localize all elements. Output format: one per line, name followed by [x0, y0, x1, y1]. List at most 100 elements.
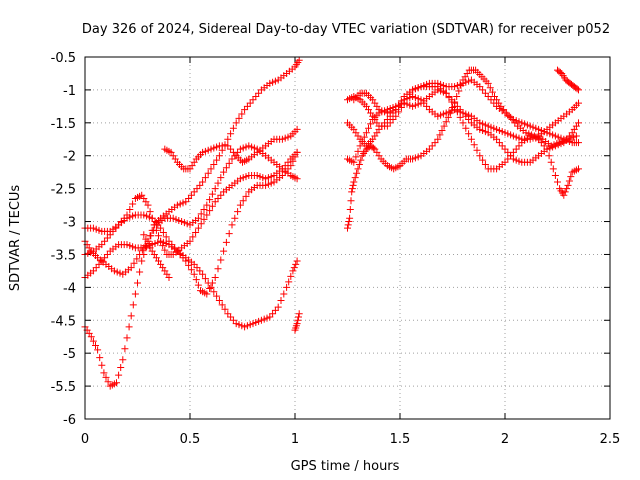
data-point	[213, 156, 221, 164]
data-point	[225, 230, 233, 238]
data-point	[221, 305, 229, 313]
data-point	[392, 106, 400, 114]
data-point	[208, 202, 216, 210]
data-point	[575, 165, 582, 173]
data-point	[575, 119, 582, 127]
data-point	[231, 214, 239, 222]
data-point	[129, 301, 137, 309]
series-track-n	[554, 66, 582, 94]
data-point	[146, 208, 154, 216]
data-point	[355, 161, 363, 169]
data-point	[131, 290, 139, 298]
data-point	[159, 229, 167, 237]
data-point	[440, 122, 448, 130]
data-point	[354, 147, 362, 155]
data-point	[119, 356, 127, 364]
data-point	[346, 205, 354, 213]
x-tick-label: 0	[81, 432, 89, 447]
data-point	[238, 110, 246, 118]
data-point	[462, 124, 470, 132]
data-point	[218, 301, 226, 309]
data-point	[573, 85, 581, 93]
data-point	[192, 276, 200, 284]
data-point	[194, 224, 202, 232]
data-point	[345, 218, 353, 226]
data-point	[203, 201, 211, 209]
x-tick-label: 2.5	[600, 432, 621, 447]
series-track-b	[81, 142, 301, 278]
data-point	[213, 292, 221, 300]
data-point	[560, 191, 568, 199]
data-point	[136, 268, 144, 276]
y-tick-label: -0.5	[51, 51, 76, 66]
data-point	[567, 173, 575, 181]
data-point	[129, 200, 137, 208]
data-point	[125, 323, 133, 331]
data-point	[94, 346, 102, 354]
data-point	[362, 129, 370, 137]
data-point	[204, 279, 212, 287]
y-tick-label: -3.5	[51, 248, 76, 263]
x-tick-label: 0.5	[180, 432, 201, 447]
data-point	[285, 278, 293, 286]
data-point	[117, 363, 125, 371]
data-point	[488, 88, 496, 96]
data-point	[144, 239, 152, 247]
data-point	[115, 371, 123, 379]
data-point	[127, 312, 135, 320]
data-point	[467, 135, 475, 143]
data-point	[214, 265, 222, 273]
data-point	[113, 379, 120, 387]
data-point	[96, 354, 104, 362]
series-track-e	[81, 237, 301, 331]
data-point	[121, 345, 129, 353]
y-tick-label: -4	[63, 281, 76, 296]
data-point	[138, 257, 146, 265]
data-point	[291, 153, 299, 161]
data-point	[346, 214, 354, 222]
x-tick-labels: 0 0.5 1 1.5 2 2.5	[81, 432, 620, 447]
data-point	[234, 208, 242, 216]
series-track-g	[140, 231, 173, 281]
data-point	[290, 264, 298, 272]
data-point	[293, 257, 301, 265]
series-track-f	[161, 125, 301, 173]
data-point	[470, 141, 478, 149]
data-point	[479, 156, 487, 164]
data-point	[92, 342, 99, 350]
data-point	[295, 310, 303, 318]
data-point	[214, 179, 222, 187]
data-point	[200, 205, 208, 213]
data-point	[222, 164, 230, 172]
data-point	[395, 101, 403, 109]
data-point	[365, 124, 372, 132]
data-point	[142, 235, 150, 243]
data-point	[199, 178, 207, 186]
data-point	[549, 165, 557, 173]
data-point	[104, 378, 112, 386]
data-point	[442, 118, 450, 126]
data-point	[206, 284, 214, 292]
data-point	[473, 146, 481, 154]
data-point	[481, 161, 489, 169]
data-point	[194, 281, 202, 289]
data-point	[197, 210, 205, 218]
data-point	[123, 334, 131, 342]
y-tick-label: -1	[63, 84, 76, 99]
data-point	[215, 152, 223, 160]
data-point	[190, 270, 198, 278]
data-point	[455, 87, 463, 95]
data-point	[274, 303, 282, 311]
data-point	[203, 211, 211, 219]
data-point	[152, 226, 160, 234]
data-point	[453, 92, 461, 100]
data-point	[98, 361, 106, 369]
data-point	[350, 178, 358, 186]
data-point	[486, 84, 494, 92]
data-point	[465, 130, 473, 138]
data-point	[220, 247, 228, 255]
data-point	[353, 169, 361, 177]
data-point	[207, 165, 215, 173]
data-point	[358, 137, 366, 145]
